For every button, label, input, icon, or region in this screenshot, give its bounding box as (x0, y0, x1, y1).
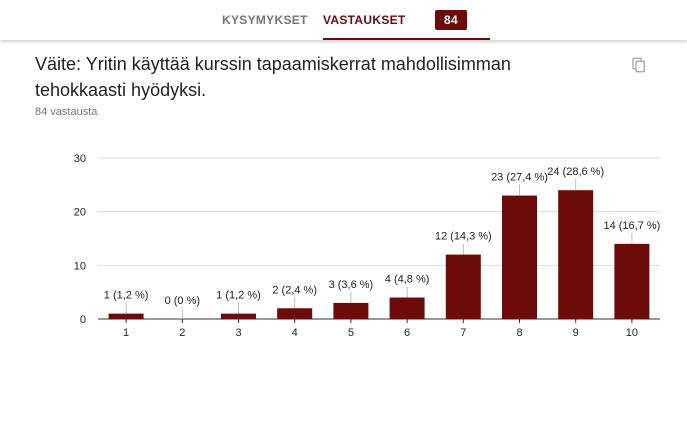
data-label: 2 (2,4 %) (272, 284, 317, 296)
x-tick-label: 1 (123, 327, 129, 339)
data-label: 3 (3,6 %) (329, 279, 374, 291)
data-label: 1 (1,2 %) (216, 290, 261, 302)
y-tick-label: 20 (74, 207, 86, 219)
tab-responses[interactable]: VASTAUKSET 84 (323, 0, 490, 40)
x-tick-label: 8 (516, 327, 522, 339)
bar (221, 313, 256, 319)
responses-count-badge: 84 (435, 10, 467, 30)
x-tick-label: 3 (235, 327, 241, 339)
x-tick-label: 7 (460, 327, 466, 339)
data-label: 0 (0 %) (165, 295, 200, 307)
y-tick-label: 10 (74, 260, 86, 272)
bar (445, 254, 481, 319)
active-tab-indicator (323, 38, 490, 40)
y-tick-label: 30 (74, 153, 86, 165)
bar (333, 302, 369, 319)
data-label: 14 (16,7 %) (603, 220, 660, 232)
bar (389, 297, 425, 319)
x-tick-label: 9 (573, 327, 579, 339)
bar (277, 308, 313, 319)
data-label: 23 (27,4 %) (491, 172, 548, 184)
tab-questions[interactable]: KYSYMYKSET (222, 0, 308, 40)
bar (502, 195, 537, 319)
bar (614, 243, 650, 319)
copy-icon[interactable] (630, 56, 648, 74)
bar-chart: 0 10 20 30 1 (1,2 %) 1 0 (0 %) 2 1 (1,2 %) 3 2 (2,… (74, 153, 661, 339)
tab-questions-label: KYSYMYKSET (222, 13, 308, 27)
bar (558, 190, 594, 319)
question-title: Väite: Yritin käyttää kurssin tapaamiske… (35, 54, 511, 100)
data-label: 1 (1,2 %) (104, 290, 149, 302)
y-tick-label: 0 (80, 314, 86, 326)
tab-responses-label: VASTAUKSET (323, 13, 406, 27)
x-tick-label: 10 (626, 327, 638, 339)
data-label: 4 (4,8 %) (385, 274, 430, 286)
bar (108, 313, 144, 319)
data-label: 12 (14,3 %) (435, 231, 492, 243)
x-tick-label: 2 (179, 327, 185, 339)
response-count: 84 vastausta (35, 106, 98, 118)
x-tick-label: 5 (348, 327, 354, 339)
top-tab-bar: KYSYMYKSET VASTAUKSET 84 (0, 0, 687, 40)
data-label: 24 (28,6 %) (547, 166, 604, 178)
x-tick-label: 4 (292, 327, 298, 339)
x-tick-label: 6 (404, 327, 410, 339)
